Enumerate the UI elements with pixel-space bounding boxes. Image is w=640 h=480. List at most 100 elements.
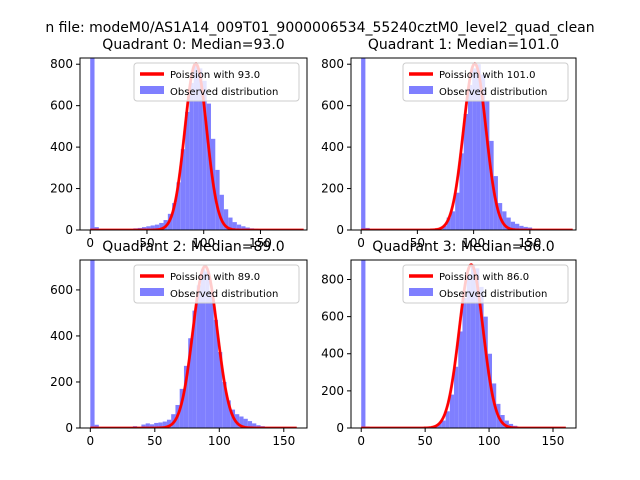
hist-bar [180,149,186,230]
legend-box [402,62,569,102]
hist-bar [243,418,248,428]
hist-bar [232,222,237,230]
x-tick-label: 150 [249,236,272,250]
hist-bar [145,423,150,428]
x-tick-label: 100 [208,434,231,448]
hist-bar [459,153,464,230]
legend-fit-label: Poission with 86.0 [439,272,529,283]
y-tick-label: 0 [336,421,344,435]
subplot-quadrant-0: 0 50 100 150 0 200 400 600 800 Quadrant 0: Median… [50,37,308,250]
x-tick-label: 50 [147,434,162,448]
axes-frame [79,259,308,429]
hist-bar [445,411,450,428]
hist-bar [154,224,160,230]
axes-frame [79,57,308,231]
x-tick-label: 100 [478,434,501,448]
hist-bar [200,269,206,428]
legend-hist-swatch [140,86,164,94]
hist-bar [442,225,447,230]
legend-hist-swatch [140,288,164,296]
subplot-title: Quadrant 1: Median=101.0 [368,37,559,53]
hist-bar [502,211,507,230]
x-tick-label: 150 [542,434,565,448]
legend: Poission with 101.0 Observed distribution [402,62,569,102]
legend-hist-label: Observed distribution [170,87,278,98]
hist-bar [162,421,167,428]
legend-box [402,264,569,304]
axes-frame [350,57,577,231]
hist-bar [472,68,477,230]
hist-bar [504,420,509,428]
hist-bar [189,82,194,230]
legend-hist-label: Observed distribution [439,289,547,300]
y-tick-label: 400 [50,140,73,154]
hist-bar [441,420,446,428]
hist-bar [198,68,203,230]
hist-bar [454,366,459,428]
y-tick-label: 0 [336,223,344,237]
hist-bar [209,292,214,428]
y-tick-label: 800 [50,57,73,71]
legend: Poission with 89.0 Observed distribution [133,264,300,304]
legend-fit-label: Poission with 89.0 [170,272,260,283]
hist-bar [222,381,227,428]
y-tick-label: 400 [321,347,344,361]
hist-bar [449,394,455,428]
hist-bar [476,64,481,230]
hist-bar [149,424,155,428]
y-tick-label: 400 [321,140,344,154]
hist-bar [483,316,488,428]
hist-bar [252,423,257,428]
hist-bar [466,275,471,428]
hist-bar [188,338,193,428]
legend: Poission with 93.0 Observed distribution [133,62,300,102]
legend-hist-swatch [409,288,433,296]
y-tick-label: 200 [321,182,344,196]
hist-bar [506,217,511,230]
hist-bar [515,223,520,230]
legend-box [133,264,300,304]
subplot-quadrant-3: 0 50 100 150 0 200 400 600 800 Quadrant 3: Median… [321,239,577,448]
x-tick-label: 0 [86,434,94,448]
hist-bar [437,423,442,428]
hist-bar [519,225,524,230]
axes-frame [350,259,577,429]
hist-bar [236,224,242,230]
x-tick-label: 0 [357,236,365,250]
hist-bar [226,400,231,428]
legend-hist-swatch [409,86,433,94]
y-tick-label: 0 [65,223,73,237]
hist-bar [183,365,189,428]
hist-bar [176,182,181,230]
hist-bar [462,298,467,428]
hist-bar [487,353,493,428]
x-tick-label: 0 [357,434,365,448]
hist-bar [446,217,451,230]
x-tick-label: 100 [192,236,215,250]
hist-bar [146,226,151,230]
hist-bar [247,421,253,428]
x-tick-label: 50 [139,236,154,250]
hist-bar [185,111,190,230]
hist-bar [158,422,163,428]
hist-bar [463,113,468,230]
y-tick-label: 600 [321,99,344,113]
hist-bar [90,58,95,230]
hist-bar [475,268,480,428]
x-tick-label: 100 [462,236,485,250]
x-tick-label: 50 [410,236,425,250]
hist-bar [213,319,219,428]
hist-bar [223,209,229,230]
y-tick-label: 200 [321,384,344,398]
subplot-quadrant-1: 0 50 100 150 0 200 400 600 800 Quadrant 1: Median… [321,37,577,250]
subplot-quadrant-2: 0 50 100 150 0 200 400 600 Quadrant 2: Median=89… [50,239,308,448]
x-tick-label: 150 [518,236,541,250]
subplot-title: Quadrant 2: Median=89.0 [102,239,284,255]
y-tick-label: 200 [50,182,73,196]
hist-bar [455,192,460,230]
hist-bar [166,419,172,428]
hist-bar [361,58,366,230]
hist-bar [141,424,146,428]
hist-bar [193,64,199,230]
